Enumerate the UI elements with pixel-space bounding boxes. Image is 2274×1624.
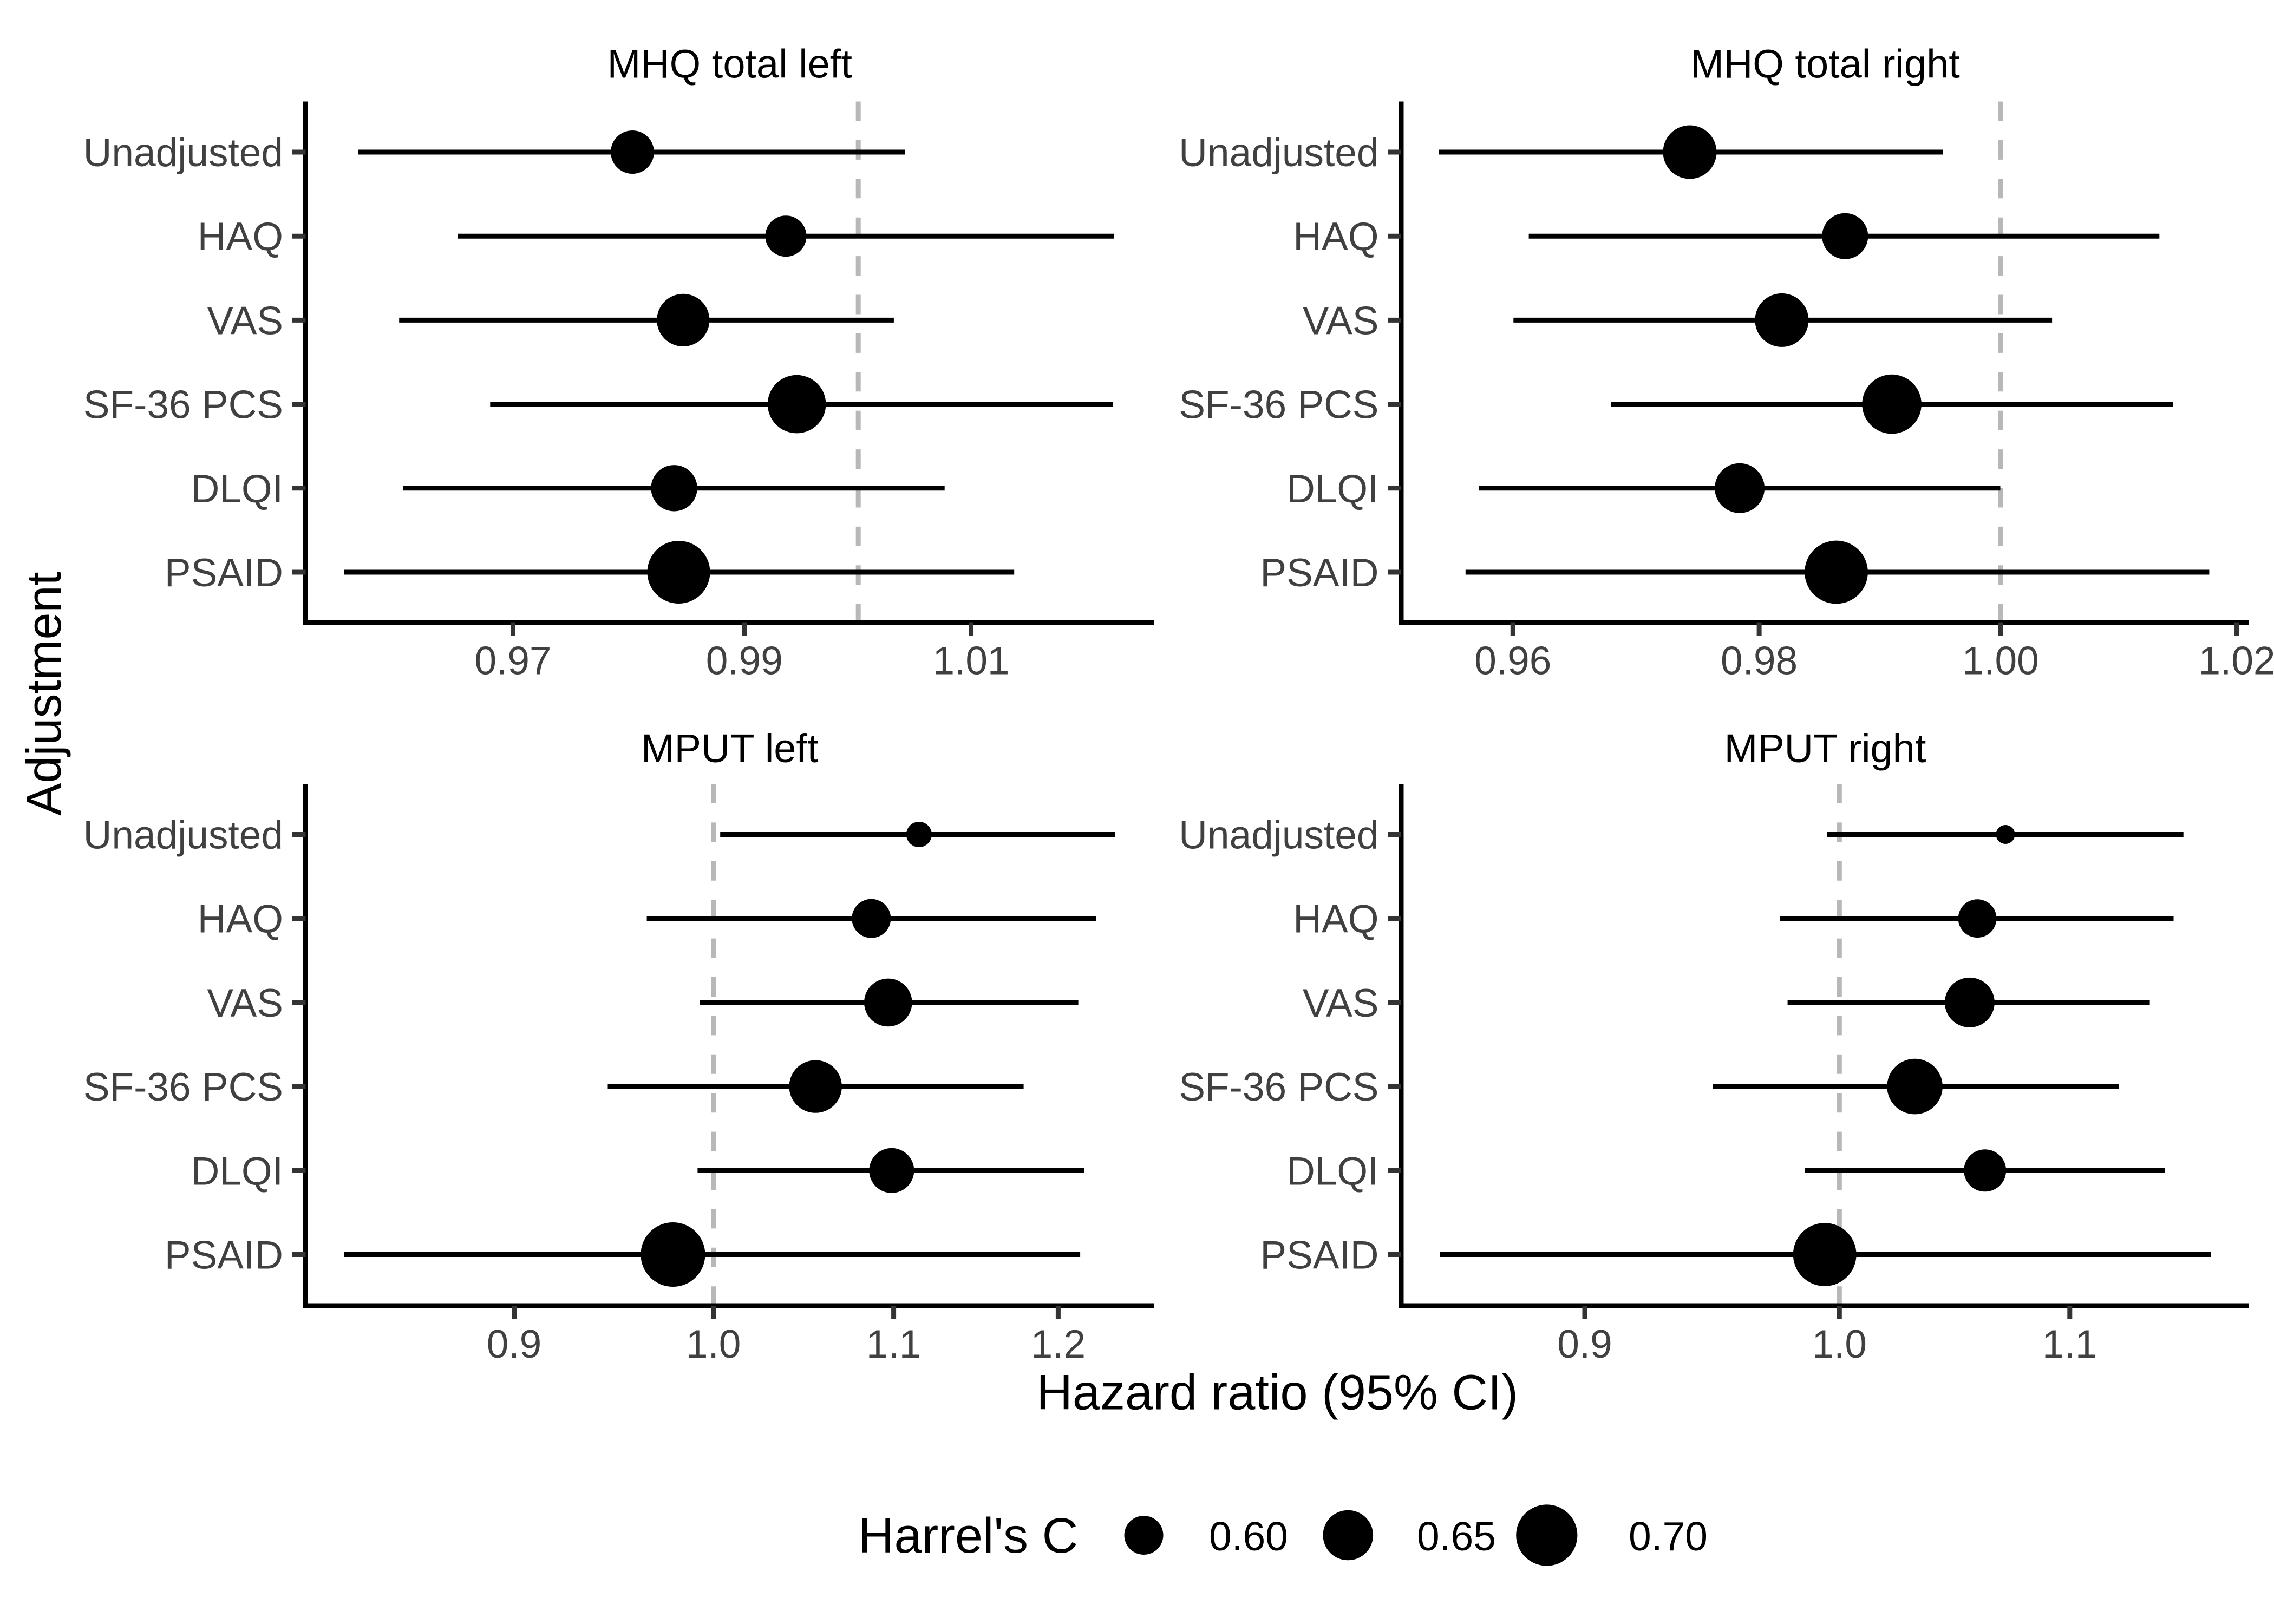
svg-text:DLQI: DLQI (1286, 1149, 1378, 1193)
svg-text:HAQ: HAQ (198, 215, 283, 259)
svg-text:0.9: 0.9 (1557, 1322, 1612, 1366)
svg-text:Adjustment: Adjustment (17, 572, 71, 815)
svg-text:VAS: VAS (207, 299, 283, 343)
svg-text:0.9: 0.9 (487, 1322, 541, 1366)
svg-text:MPUT left: MPUT left (641, 726, 819, 771)
svg-text:0.60: 0.60 (1209, 1514, 1288, 1559)
svg-text:VAS: VAS (1303, 981, 1379, 1025)
svg-text:DLQI: DLQI (191, 467, 283, 511)
svg-text:Unadjusted: Unadjusted (1179, 131, 1378, 175)
svg-text:DLQI: DLQI (1286, 467, 1378, 511)
svg-text:Unadjusted: Unadjusted (83, 131, 283, 175)
svg-text:MHQ total right: MHQ total right (1690, 41, 1960, 86)
svg-text:MHQ total left: MHQ total left (607, 41, 853, 86)
svg-text:1.00: 1.00 (1962, 639, 2039, 683)
svg-text:SF-36 PCS: SF-36 PCS (1179, 1065, 1378, 1109)
svg-text:1.02: 1.02 (2198, 639, 2274, 683)
svg-text:1.0: 1.0 (1812, 1322, 1867, 1366)
svg-text:PSAID: PSAID (165, 1234, 283, 1278)
svg-text:MPUT right: MPUT right (1724, 726, 1926, 771)
svg-text:0.70: 0.70 (1629, 1514, 1708, 1559)
svg-text:0.65: 0.65 (1417, 1514, 1496, 1559)
svg-text:1.1: 1.1 (866, 1322, 921, 1366)
svg-text:SF-36 PCS: SF-36 PCS (83, 1065, 283, 1109)
svg-text:0.98: 0.98 (1721, 639, 1798, 683)
svg-text:VAS: VAS (1303, 299, 1379, 343)
svg-text:1.0: 1.0 (686, 1322, 741, 1366)
svg-text:1.1: 1.1 (2042, 1322, 2097, 1366)
svg-text:DLQI: DLQI (191, 1149, 283, 1193)
svg-text:Unadjusted: Unadjusted (83, 814, 283, 857)
svg-text:PSAID: PSAID (165, 551, 283, 595)
svg-text:PSAID: PSAID (1260, 551, 1378, 595)
svg-text:0.99: 0.99 (706, 639, 783, 683)
svg-text:SF-36 PCS: SF-36 PCS (83, 383, 283, 427)
svg-text:HAQ: HAQ (1293, 898, 1378, 941)
svg-text:Unadjusted: Unadjusted (1179, 814, 1378, 857)
svg-text:HAQ: HAQ (198, 898, 283, 941)
svg-text:SF-36 PCS: SF-36 PCS (1179, 383, 1378, 427)
svg-text:VAS: VAS (207, 981, 283, 1025)
svg-text:Hazard ratio (95% CI): Hazard ratio (95% CI) (1036, 1365, 1518, 1420)
svg-text:0.97: 0.97 (474, 639, 551, 683)
svg-text:Harrel's C: Harrel's C (858, 1508, 1078, 1563)
svg-text:0.96: 0.96 (1474, 639, 1551, 683)
svg-text:1.01: 1.01 (932, 639, 1009, 683)
svg-text:HAQ: HAQ (1293, 215, 1378, 259)
svg-text:1.2: 1.2 (1031, 1322, 1086, 1366)
svg-text:PSAID: PSAID (1260, 1234, 1378, 1278)
